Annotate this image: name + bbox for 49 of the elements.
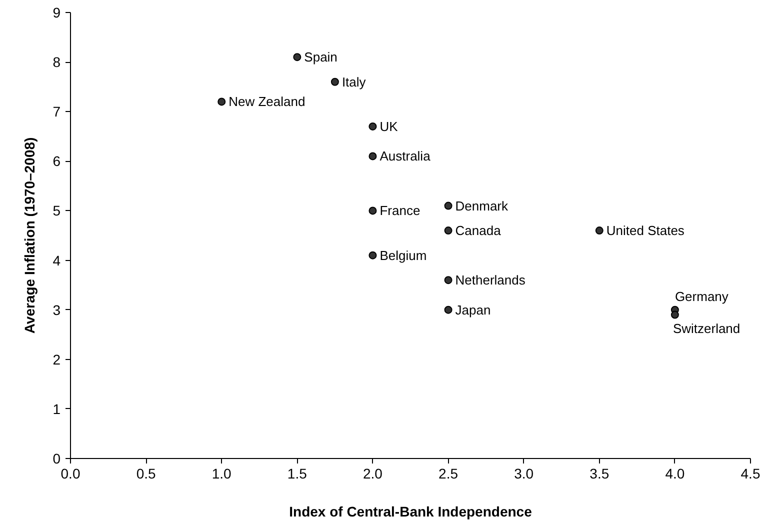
annotation: Netherlands xyxy=(455,272,526,288)
point xyxy=(670,310,679,319)
x-tick-label: 1.5 xyxy=(287,466,308,482)
annotation: Belgium xyxy=(380,248,427,263)
point xyxy=(444,202,452,210)
x-tick-label: 3.5 xyxy=(590,466,610,482)
annotation: Australia xyxy=(380,148,432,164)
point xyxy=(368,206,377,215)
annotation: Italy xyxy=(342,74,366,90)
point xyxy=(218,98,226,106)
x-tick-label: 3.0 xyxy=(514,466,534,482)
annotation: New Zealand xyxy=(228,94,306,110)
annotation: Spain xyxy=(304,50,338,65)
y-tick-label: 3 xyxy=(52,302,61,318)
point xyxy=(368,122,377,130)
y-axis-title: Average Inflation (1970–2008) xyxy=(22,137,38,334)
y-tick-label: 9 xyxy=(52,4,61,20)
y-tick-label: 7 xyxy=(52,104,61,120)
y-tick-label: 6 xyxy=(52,153,61,170)
x-tick-label: 4.5 xyxy=(740,466,760,482)
x-tick-label: 1.0 xyxy=(212,466,232,482)
x-tick-label: 0.0 xyxy=(60,466,80,482)
x-tick-label: 2.0 xyxy=(362,466,383,482)
x-tick-label: 4.0 xyxy=(665,466,685,482)
point xyxy=(330,78,339,86)
annotation: United States xyxy=(606,223,685,238)
x-tick-label: 2.5 xyxy=(438,466,458,482)
annotation: Germany xyxy=(674,288,729,304)
point xyxy=(595,226,604,235)
y-tick-label: 2 xyxy=(52,351,61,368)
annotation: Denmark xyxy=(455,198,509,214)
annotation: Switzerland xyxy=(672,320,740,336)
annotation: Canada xyxy=(455,223,502,238)
y-tick-label: 8 xyxy=(52,54,61,70)
point xyxy=(444,276,452,284)
annotation: UK xyxy=(380,118,398,134)
point xyxy=(368,152,377,160)
y-tick-label: 0 xyxy=(52,450,61,466)
y-tick-label: 4 xyxy=(52,252,61,268)
x-tick-label: 0.5 xyxy=(136,466,156,482)
y-tick-label: 5 xyxy=(52,202,61,219)
point xyxy=(293,53,302,62)
y-tick-label: 1 xyxy=(52,400,61,417)
point xyxy=(368,251,377,260)
point xyxy=(444,306,452,314)
annotation: Japan xyxy=(455,302,491,318)
annotation: France xyxy=(380,203,420,218)
x-axis-title: Index of Central-Bank Independence xyxy=(289,504,532,520)
point xyxy=(444,226,452,235)
